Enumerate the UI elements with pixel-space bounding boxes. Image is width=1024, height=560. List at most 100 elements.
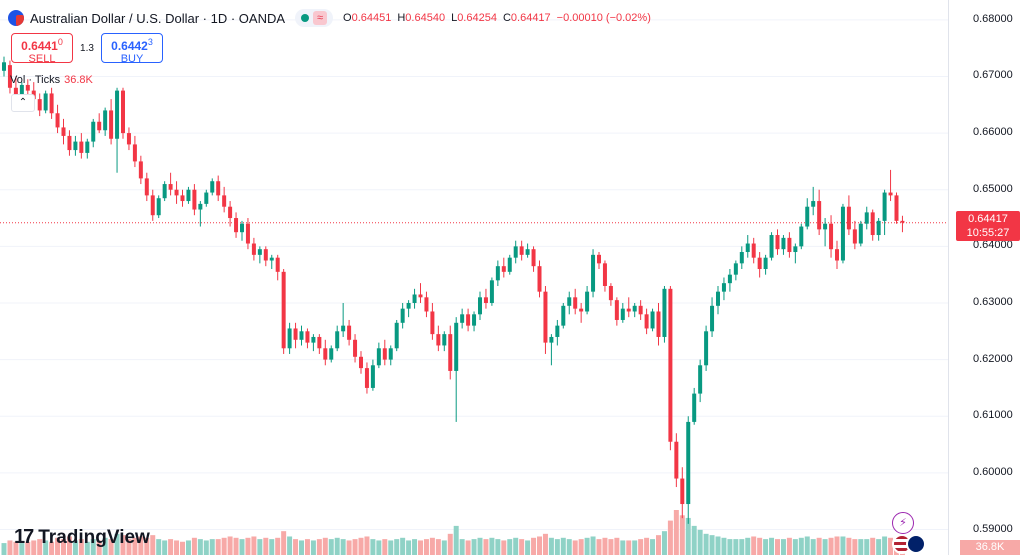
candle[interactable]: [876, 218, 881, 241]
candle[interactable]: [638, 300, 643, 320]
candle[interactable]: [234, 212, 239, 238]
candle[interactable]: [388, 345, 393, 366]
candle[interactable]: [115, 87, 120, 173]
candle[interactable]: [579, 302, 584, 323]
candle[interactable]: [585, 285, 590, 315]
candle[interactable]: [745, 235, 750, 258]
candle[interactable]: [632, 302, 637, 318]
candle[interactable]: [370, 359, 375, 391]
candle[interactable]: [793, 243, 798, 264]
candle[interactable]: [216, 175, 221, 202]
candle[interactable]: [251, 237, 256, 261]
candle[interactable]: [525, 243, 530, 258]
volume-legend[interactable]: Vol · Ticks 36.8K: [10, 74, 93, 86]
candle[interactable]: [650, 308, 655, 332]
candle[interactable]: [460, 308, 465, 329]
candle[interactable]: [2, 56, 6, 77]
candle[interactable]: [353, 334, 358, 363]
candle[interactable]: [829, 215, 834, 258]
candle[interactable]: [376, 342, 381, 369]
candle[interactable]: [769, 232, 774, 261]
candle[interactable]: [436, 325, 441, 352]
candle[interactable]: [281, 269, 286, 354]
candle[interactable]: [109, 99, 114, 145]
candle[interactable]: [400, 302, 405, 329]
candle[interactable]: [823, 218, 828, 247]
candle[interactable]: [644, 308, 649, 335]
candle[interactable]: [591, 249, 596, 298]
candle[interactable]: [519, 240, 524, 261]
candle[interactable]: [710, 297, 715, 337]
candle[interactable]: [454, 317, 459, 422]
candle[interactable]: [359, 351, 363, 374]
candle[interactable]: [299, 325, 304, 346]
candle[interactable]: [799, 223, 804, 250]
candle[interactable]: [275, 254, 280, 281]
candle[interactable]: [168, 172, 173, 196]
candle[interactable]: [727, 269, 732, 292]
candle[interactable]: [204, 189, 209, 207]
candle[interactable]: [180, 189, 185, 207]
candle[interactable]: [150, 189, 155, 221]
candle[interactable]: [811, 186, 816, 216]
candle[interactable]: [608, 283, 613, 306]
candle[interactable]: [692, 387, 697, 425]
candle[interactable]: [126, 127, 131, 151]
candle[interactable]: [531, 246, 536, 272]
candle[interactable]: [686, 416, 691, 524]
candle[interactable]: [269, 254, 274, 270]
candle[interactable]: [549, 334, 554, 366]
candle[interactable]: [674, 433, 679, 488]
candle[interactable]: [311, 334, 316, 352]
candle[interactable]: [382, 339, 387, 366]
candle[interactable]: [739, 246, 744, 270]
candle[interactable]: [418, 283, 423, 303]
candle[interactable]: [448, 325, 453, 380]
candle[interactable]: [91, 118, 96, 148]
candle[interactable]: [55, 104, 60, 134]
collapse-caret-icon[interactable]: ⌃: [11, 94, 35, 112]
candle[interactable]: [257, 246, 262, 264]
candle[interactable]: [472, 311, 477, 332]
candle[interactable]: [573, 288, 578, 315]
candle[interactable]: [67, 130, 72, 156]
candle[interactable]: [656, 302, 661, 346]
market-status-pill[interactable]: ≈: [295, 9, 334, 27]
candle[interactable]: [537, 260, 542, 298]
candle[interactable]: [442, 331, 447, 352]
candle[interactable]: [561, 302, 566, 329]
candle[interactable]: [138, 155, 143, 185]
candle[interactable]: [61, 118, 66, 145]
candle[interactable]: [49, 87, 54, 119]
candle[interactable]: [543, 285, 548, 354]
sell-button[interactable]: 0.64410 SELL: [11, 33, 73, 65]
candle[interactable]: [228, 201, 233, 227]
candle[interactable]: [394, 319, 399, 352]
candle[interactable]: [733, 260, 738, 281]
candle[interactable]: [870, 209, 875, 241]
candle[interactable]: [704, 325, 709, 371]
candle[interactable]: [43, 90, 48, 114]
candle[interactable]: [210, 178, 215, 196]
candle[interactable]: [626, 297, 631, 318]
candle[interactable]: [466, 308, 471, 332]
candle[interactable]: [698, 359, 703, 403]
candle[interactable]: [757, 252, 762, 278]
candle[interactable]: [341, 302, 346, 337]
candle[interactable]: [364, 362, 369, 394]
candle[interactable]: [495, 260, 500, 286]
candle[interactable]: [287, 322, 292, 354]
candle[interactable]: [305, 328, 310, 349]
candle[interactable]: [501, 257, 506, 278]
candle[interactable]: [156, 195, 161, 219]
candle[interactable]: [864, 206, 869, 230]
candle[interactable]: [317, 334, 322, 354]
candle[interactable]: [882, 189, 887, 236]
candle[interactable]: [412, 288, 417, 309]
candle[interactable]: [121, 87, 125, 139]
candle[interactable]: [846, 195, 851, 236]
candle[interactable]: [888, 169, 893, 202]
candle[interactable]: [900, 215, 905, 233]
candle[interactable]: [73, 135, 78, 156]
candle[interactable]: [680, 467, 685, 519]
